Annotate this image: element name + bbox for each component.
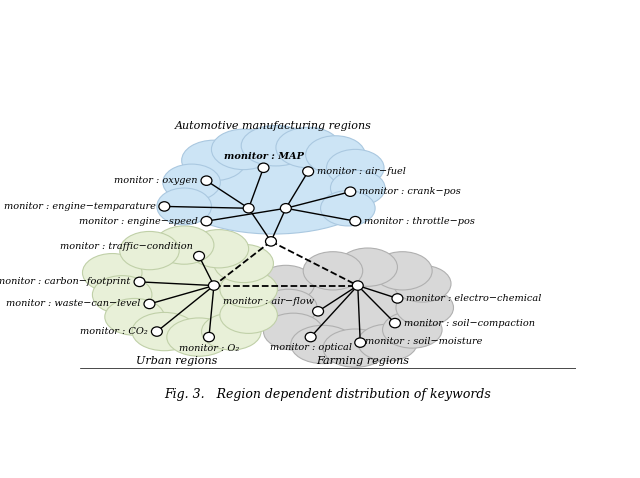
Text: monitor : throttle−pos: monitor : throttle−pos — [364, 217, 475, 226]
Ellipse shape — [152, 327, 163, 336]
Ellipse shape — [264, 313, 323, 350]
Ellipse shape — [241, 125, 310, 166]
Ellipse shape — [105, 298, 164, 335]
Text: monitor : MAP: monitor : MAP — [223, 152, 303, 161]
Ellipse shape — [92, 276, 152, 314]
Ellipse shape — [258, 163, 269, 173]
Ellipse shape — [352, 281, 364, 290]
Text: monitor : air−fuel: monitor : air−fuel — [317, 167, 406, 176]
Text: monitor : optical: monitor : optical — [269, 343, 351, 352]
Ellipse shape — [338, 248, 397, 286]
Text: Fig. 3.   Region dependent distribution of keywords: Fig. 3. Region dependent distribution of… — [164, 388, 492, 401]
Ellipse shape — [105, 249, 259, 337]
Ellipse shape — [355, 338, 365, 348]
Ellipse shape — [394, 265, 451, 302]
Ellipse shape — [189, 229, 249, 268]
Ellipse shape — [169, 146, 378, 234]
Ellipse shape — [167, 318, 231, 356]
Ellipse shape — [201, 217, 212, 226]
Text: monitor : O₂: monitor : O₂ — [179, 344, 239, 353]
Ellipse shape — [323, 329, 388, 367]
Ellipse shape — [372, 252, 432, 290]
Ellipse shape — [291, 326, 355, 364]
Ellipse shape — [312, 306, 324, 316]
Ellipse shape — [390, 318, 401, 328]
Ellipse shape — [134, 277, 145, 287]
Ellipse shape — [266, 237, 276, 246]
Ellipse shape — [345, 187, 356, 196]
Ellipse shape — [204, 332, 214, 342]
Ellipse shape — [159, 202, 170, 211]
Ellipse shape — [220, 296, 277, 334]
Ellipse shape — [120, 231, 179, 270]
Text: monitor : soil−compaction: monitor : soil−compaction — [404, 319, 535, 327]
Text: monitor : air−flow: monitor : air−flow — [223, 297, 314, 306]
Ellipse shape — [201, 176, 212, 185]
Ellipse shape — [330, 170, 385, 206]
Ellipse shape — [132, 313, 196, 351]
Text: monitor : waste−can−level: monitor : waste−can−level — [6, 299, 141, 308]
Ellipse shape — [193, 251, 205, 261]
Ellipse shape — [284, 267, 428, 348]
Text: monitor : CO₂: monitor : CO₂ — [80, 327, 148, 336]
Ellipse shape — [157, 188, 211, 225]
Ellipse shape — [396, 289, 454, 326]
Text: monitor : oxygen: monitor : oxygen — [114, 176, 198, 185]
Ellipse shape — [214, 244, 273, 282]
Ellipse shape — [303, 167, 314, 176]
Ellipse shape — [350, 217, 361, 226]
Ellipse shape — [154, 226, 214, 264]
Ellipse shape — [182, 140, 246, 181]
Text: monitor : engine−temparature: monitor : engine−temparature — [3, 202, 156, 211]
Ellipse shape — [211, 129, 276, 170]
Text: monitor : electro−chemical: monitor : electro−chemical — [406, 294, 541, 303]
Ellipse shape — [306, 136, 365, 174]
Text: monitor : soil−moisture: monitor : soil−moisture — [365, 337, 483, 346]
Ellipse shape — [358, 324, 417, 361]
Ellipse shape — [220, 271, 277, 308]
Text: Urban regions: Urban regions — [136, 356, 218, 366]
Text: Automotive manufacturing regions: Automotive manufacturing regions — [175, 121, 372, 131]
Text: monitor : crank−pos: monitor : crank−pos — [359, 187, 461, 196]
Ellipse shape — [305, 332, 316, 342]
Ellipse shape — [392, 294, 403, 303]
Ellipse shape — [280, 204, 291, 213]
Ellipse shape — [260, 289, 317, 326]
Ellipse shape — [326, 150, 384, 186]
Text: monitor : carbon−footprint: monitor : carbon−footprint — [0, 277, 131, 286]
Ellipse shape — [243, 204, 254, 213]
Text: Farming regions: Farming regions — [316, 356, 409, 366]
Ellipse shape — [303, 252, 363, 290]
Ellipse shape — [321, 191, 375, 226]
Text: monitor : engine−speed: monitor : engine−speed — [79, 217, 198, 226]
Ellipse shape — [276, 127, 340, 168]
Text: monitor : traffic−condition: monitor : traffic−condition — [60, 241, 193, 250]
Ellipse shape — [83, 253, 142, 292]
Ellipse shape — [209, 281, 220, 290]
Ellipse shape — [202, 313, 261, 350]
Ellipse shape — [163, 164, 220, 201]
Ellipse shape — [383, 311, 442, 348]
Ellipse shape — [257, 265, 315, 302]
Ellipse shape — [144, 299, 155, 309]
